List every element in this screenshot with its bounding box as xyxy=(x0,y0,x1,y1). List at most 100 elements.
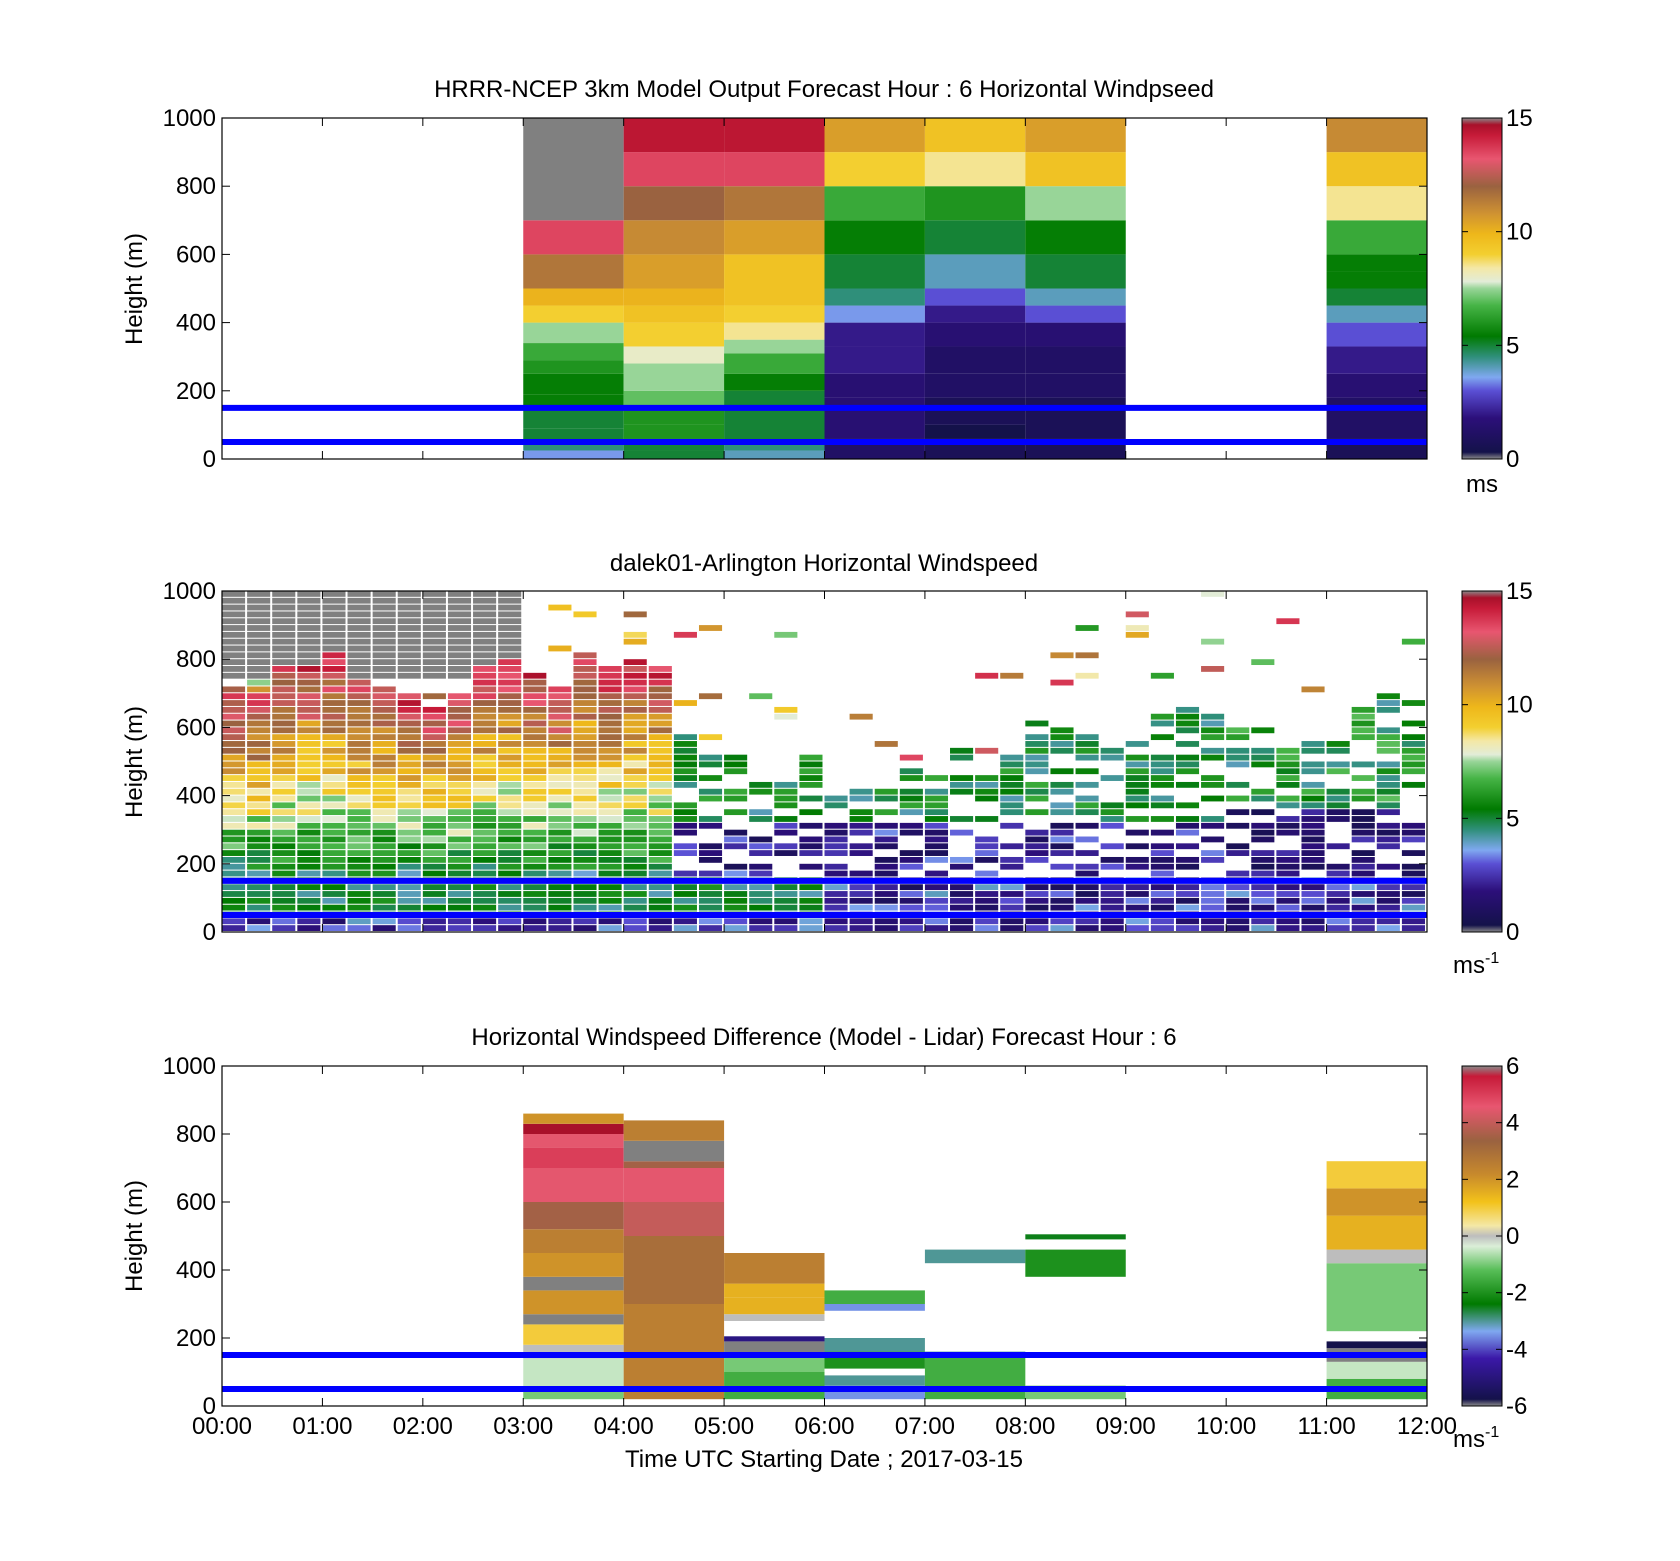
heatmap-cell xyxy=(372,788,396,795)
x-tick-label: 04:00 xyxy=(594,1413,654,1440)
heatmap-cell xyxy=(422,809,446,816)
heatmap-cell xyxy=(648,897,672,904)
heatmap-cell xyxy=(874,822,898,829)
heatmap-cell xyxy=(1653,802,1676,808)
heatmap-cell xyxy=(1276,918,1300,925)
x-tick-label: 05:00 xyxy=(694,1413,754,1440)
heatmap-cell xyxy=(1125,625,1149,631)
heatmap-cell xyxy=(447,713,472,720)
heatmap-cell xyxy=(498,652,522,659)
heatmap-cell xyxy=(447,802,472,809)
heatmap-cell xyxy=(1251,891,1275,897)
heatmap-cell xyxy=(1025,288,1126,306)
heatmap-cell xyxy=(422,625,446,631)
heatmap-cell xyxy=(1276,795,1300,802)
heatmap-cell xyxy=(473,645,497,652)
heatmap-cell xyxy=(1301,781,1325,788)
heatmap-cell xyxy=(523,754,547,761)
heatmap-cell xyxy=(648,918,672,925)
heatmap-cell xyxy=(322,843,346,850)
heatmap-cell xyxy=(573,706,597,713)
heatmap-cell xyxy=(1502,912,1525,918)
colorbar-tick-label: 2 xyxy=(1506,1166,1519,1193)
heatmap-cell xyxy=(397,618,421,625)
heatmap-cell xyxy=(523,863,547,870)
heatmap-cell xyxy=(322,631,346,638)
heatmap-cell xyxy=(498,768,522,775)
heatmap-cell xyxy=(1578,816,1601,822)
heatmap-cell xyxy=(498,925,522,931)
heatmap-cell xyxy=(1226,747,1250,754)
heatmap-cell xyxy=(1351,829,1375,836)
heatmap-cell xyxy=(1251,788,1275,795)
heatmap-cell xyxy=(272,904,296,911)
heatmap-cell xyxy=(1150,843,1174,850)
heatmap-cell xyxy=(372,904,396,911)
heatmap-cell xyxy=(397,822,421,829)
heatmap-cell xyxy=(1376,897,1400,904)
heatmap-cell xyxy=(1401,638,1425,645)
heatmap-cell xyxy=(498,891,522,897)
heatmap-cell xyxy=(1326,884,1350,891)
heatmap-cell xyxy=(648,754,672,761)
heatmap-cell xyxy=(272,754,296,761)
heatmap-cell xyxy=(874,795,898,802)
heatmap-cell xyxy=(1351,713,1375,720)
heatmap-cell xyxy=(1075,836,1099,843)
panel-lidar: dalek01-Arlington Horizontal Windspeed 0… xyxy=(121,550,1676,979)
heatmap-cell xyxy=(1301,816,1325,822)
heatmap-cell xyxy=(1226,809,1250,816)
heatmap-cell xyxy=(1100,884,1124,891)
heatmap-cell xyxy=(724,441,825,451)
heatmap-cell xyxy=(1075,768,1099,775)
heatmap-cell xyxy=(1628,925,1651,931)
heatmap-cell xyxy=(422,802,446,809)
heatmap-cell xyxy=(573,795,597,802)
heatmap-cell xyxy=(548,713,572,720)
heatmap-cell xyxy=(1201,850,1225,856)
heatmap-cell xyxy=(1502,646,1525,652)
heatmap-cell xyxy=(573,686,597,693)
heatmap-cell xyxy=(1150,775,1174,781)
heatmap-cell xyxy=(975,788,999,795)
heatmap-cell xyxy=(1427,891,1450,897)
heatmap-cell xyxy=(598,856,622,863)
heatmap-cell xyxy=(573,672,597,679)
y-tick-label: 1000 xyxy=(163,1053,216,1080)
heatmap-cell xyxy=(272,638,296,645)
heatmap-cell xyxy=(297,713,321,720)
heatmap-cell xyxy=(322,891,346,897)
heatmap-cell xyxy=(1251,897,1275,904)
heatmap-cell xyxy=(447,672,472,679)
heatmap-cell xyxy=(447,897,472,904)
heatmap-cell xyxy=(648,734,672,741)
heatmap-cell xyxy=(1527,857,1550,863)
heatmap-cell xyxy=(422,891,446,897)
heatmap-cell xyxy=(498,686,522,693)
heatmap-cell xyxy=(397,734,421,741)
heatmap-cell xyxy=(1175,741,1200,747)
heatmap-cell xyxy=(623,809,647,816)
heatmap-cell xyxy=(372,747,396,754)
heatmap-cell xyxy=(498,816,522,822)
heatmap-cell xyxy=(347,870,371,877)
heatmap-cell xyxy=(447,904,472,911)
heatmap-cell xyxy=(1276,856,1300,863)
heatmap-cell xyxy=(1653,714,1676,720)
heatmap-cell xyxy=(272,843,296,850)
heatmap-cell xyxy=(222,802,246,809)
heatmap-cell xyxy=(347,741,371,747)
heatmap-cell xyxy=(824,884,848,891)
heatmap-cell xyxy=(749,850,773,856)
heatmap-cell xyxy=(397,802,421,809)
x-tick-label: 10:00 xyxy=(1196,1413,1256,1440)
heatmap-cell xyxy=(1326,220,1427,255)
heatmap-cell xyxy=(297,659,321,666)
heatmap-cell xyxy=(523,870,547,877)
heatmap-cell xyxy=(297,741,321,747)
heatmap-cell xyxy=(724,863,748,870)
heatmap-cell xyxy=(1401,781,1425,788)
heatmap-cell xyxy=(1351,925,1375,931)
heatmap-cell xyxy=(272,829,296,836)
heatmap-cell xyxy=(1603,857,1626,863)
